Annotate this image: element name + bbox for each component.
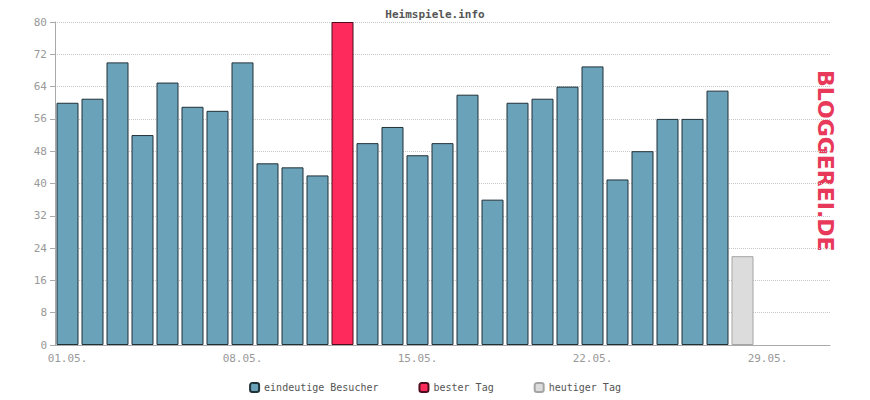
svg-text:0: 0 [40,339,47,352]
svg-text:Heimspiele.info: Heimspiele.info [385,8,485,21]
svg-text:8: 8 [40,306,47,319]
svg-text:29.05.: 29.05. [748,352,788,365]
svg-text:BLOGGEREI.DE: BLOGGEREI.DE [813,70,838,252]
svg-text:01.05.: 01.05. [48,352,88,365]
svg-text:24: 24 [34,242,48,255]
svg-text:heutiger Tag: heutiger Tag [549,382,621,393]
svg-text:bester Tag: bester Tag [433,382,493,393]
svg-text:72: 72 [34,48,47,61]
svg-text:15.05.: 15.05. [398,352,438,365]
svg-text:40: 40 [34,177,47,190]
svg-text:22.05.: 22.05. [573,352,613,365]
svg-text:32: 32 [34,209,47,222]
svg-text:56: 56 [34,112,47,125]
svg-text:08.05.: 08.05. [223,352,263,365]
svg-text:48: 48 [34,145,47,158]
svg-text:eindeutige Besucher: eindeutige Besucher [264,382,378,393]
svg-text:64: 64 [34,80,48,93]
svg-text:16: 16 [34,274,47,287]
svg-text:80: 80 [34,16,47,29]
